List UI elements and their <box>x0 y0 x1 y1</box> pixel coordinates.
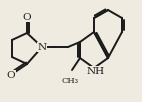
Text: O: O <box>23 13 31 22</box>
Text: NH: NH <box>87 67 105 75</box>
Text: CH₃: CH₃ <box>61 77 79 85</box>
Text: O: O <box>7 70 15 79</box>
Text: N: N <box>37 43 47 52</box>
